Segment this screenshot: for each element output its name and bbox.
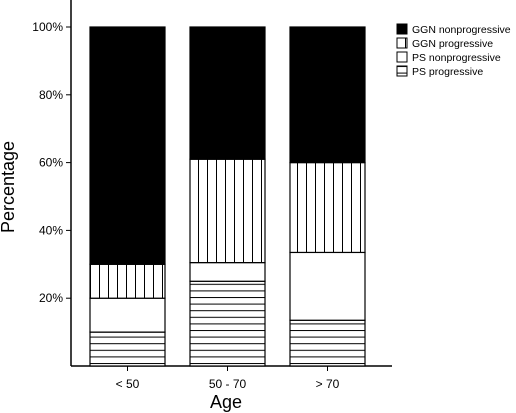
x-tick-label: > 70: [316, 377, 340, 391]
x-tick-label: 50 - 70: [209, 377, 247, 391]
bar-stack: [89, 26, 166, 367]
bars: [89, 26, 366, 367]
legend-item: GGN progressive: [396, 37, 493, 50]
legend-item: PS progressive: [396, 65, 483, 78]
bar-segment: [189, 280, 266, 367]
legend-swatch: [396, 23, 408, 35]
bar-segment: [289, 26, 366, 164]
legend-item: PS nonprogressive: [396, 51, 501, 64]
bar-segment: [189, 26, 266, 160]
x-ticks: < 50 50 - 70 > 70: [116, 366, 340, 391]
y-tick-label: 20%: [39, 291, 63, 305]
legend-label: PS nonprogressive: [412, 52, 501, 64]
bar-segment: [89, 297, 166, 333]
bar-stack: [189, 26, 266, 367]
legend-swatch: [396, 51, 408, 63]
legend-label: PS progressive: [412, 66, 483, 78]
y-tick-label: 60%: [39, 156, 63, 170]
bar-segment: [289, 162, 366, 254]
bar-segment: [289, 319, 366, 367]
bar-segment: [89, 26, 166, 265]
y-tick-label: 100%: [32, 20, 63, 34]
bar-segment: [289, 251, 366, 321]
bar-segment: [89, 263, 166, 299]
y-tick-label: 80%: [39, 88, 63, 102]
legend-label: GGN progressive: [412, 38, 493, 50]
bar-segment: [189, 262, 266, 282]
bar-segment: [89, 331, 166, 367]
y-ticks: 20% 40% 60% 80% 100%: [32, 20, 71, 305]
y-axis-title: Percentage: [0, 141, 18, 233]
x-axis-title: Age: [210, 392, 242, 412]
legend: GGN nonprogressive GGN progressive PS nonp…: [396, 23, 511, 78]
legend-label: GGN nonprogressive: [412, 24, 511, 36]
bar-stack: [289, 26, 366, 367]
x-tick-label: < 50: [116, 377, 140, 391]
legend-swatch: [396, 65, 408, 77]
y-tick-label: 40%: [39, 223, 63, 237]
legend-item: GGN nonprogressive: [396, 23, 511, 36]
bar-segment: [189, 158, 266, 264]
legend-swatch: [396, 37, 408, 49]
